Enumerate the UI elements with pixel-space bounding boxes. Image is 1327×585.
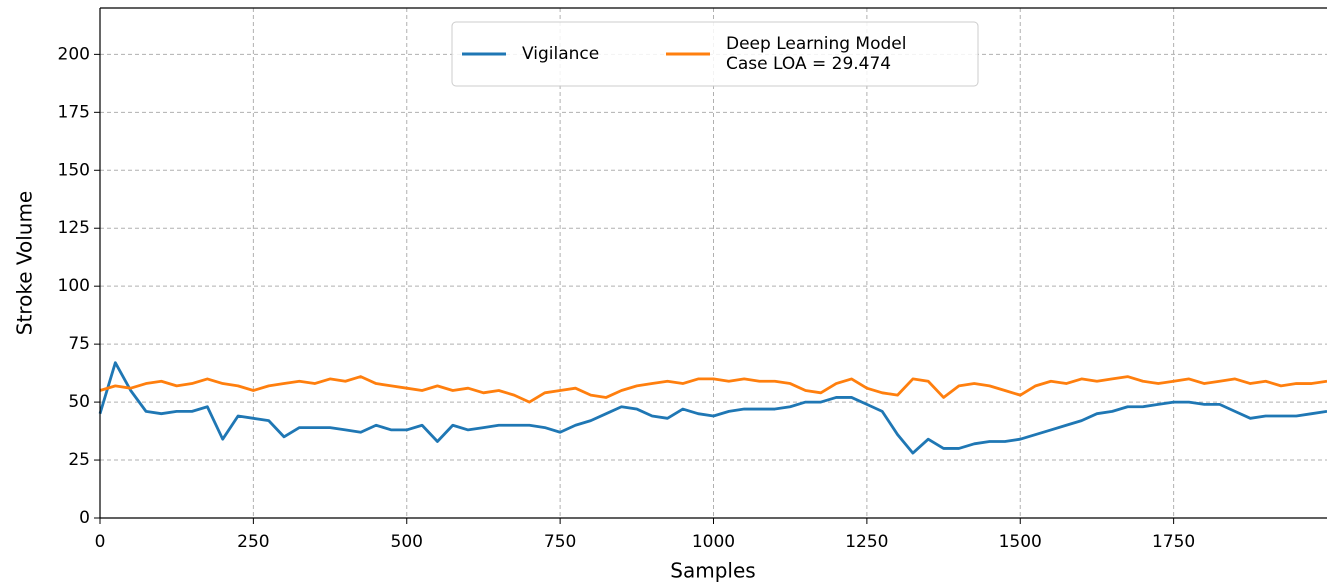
- y-tick-label: 75: [68, 334, 90, 354]
- x-tick-label: 0: [95, 532, 106, 552]
- x-axis-title: Samples: [670, 559, 755, 583]
- y-tick-label: 100: [58, 276, 90, 296]
- x-tick-label: 750: [544, 532, 576, 552]
- x-tick-label: 500: [391, 532, 423, 552]
- y-tick-label: 125: [58, 218, 90, 238]
- x-tick-label: 1750: [1152, 532, 1195, 552]
- y-tick-label: 200: [58, 44, 90, 64]
- x-tick-label: 1250: [845, 532, 888, 552]
- legend-label: Vigilance: [522, 44, 599, 64]
- x-tick-label: 250: [237, 532, 269, 552]
- y-tick-label: 175: [58, 102, 90, 122]
- x-tick-label: 1500: [999, 532, 1042, 552]
- legend-box: [451, 21, 979, 87]
- y-tick-label: 25: [68, 450, 90, 470]
- y-tick-label: 150: [58, 160, 90, 180]
- line-series: [99, 375, 1327, 404]
- y-axis-title: Stroke Volume: [13, 191, 37, 335]
- y-tick-label: 50: [68, 392, 90, 412]
- legend-label: Deep Learning Model Case LOA = 29.474: [726, 34, 906, 74]
- x-tick-label: 1000: [692, 532, 735, 552]
- line-series: [98, 361, 1327, 455]
- y-tick-label: 0: [79, 508, 90, 528]
